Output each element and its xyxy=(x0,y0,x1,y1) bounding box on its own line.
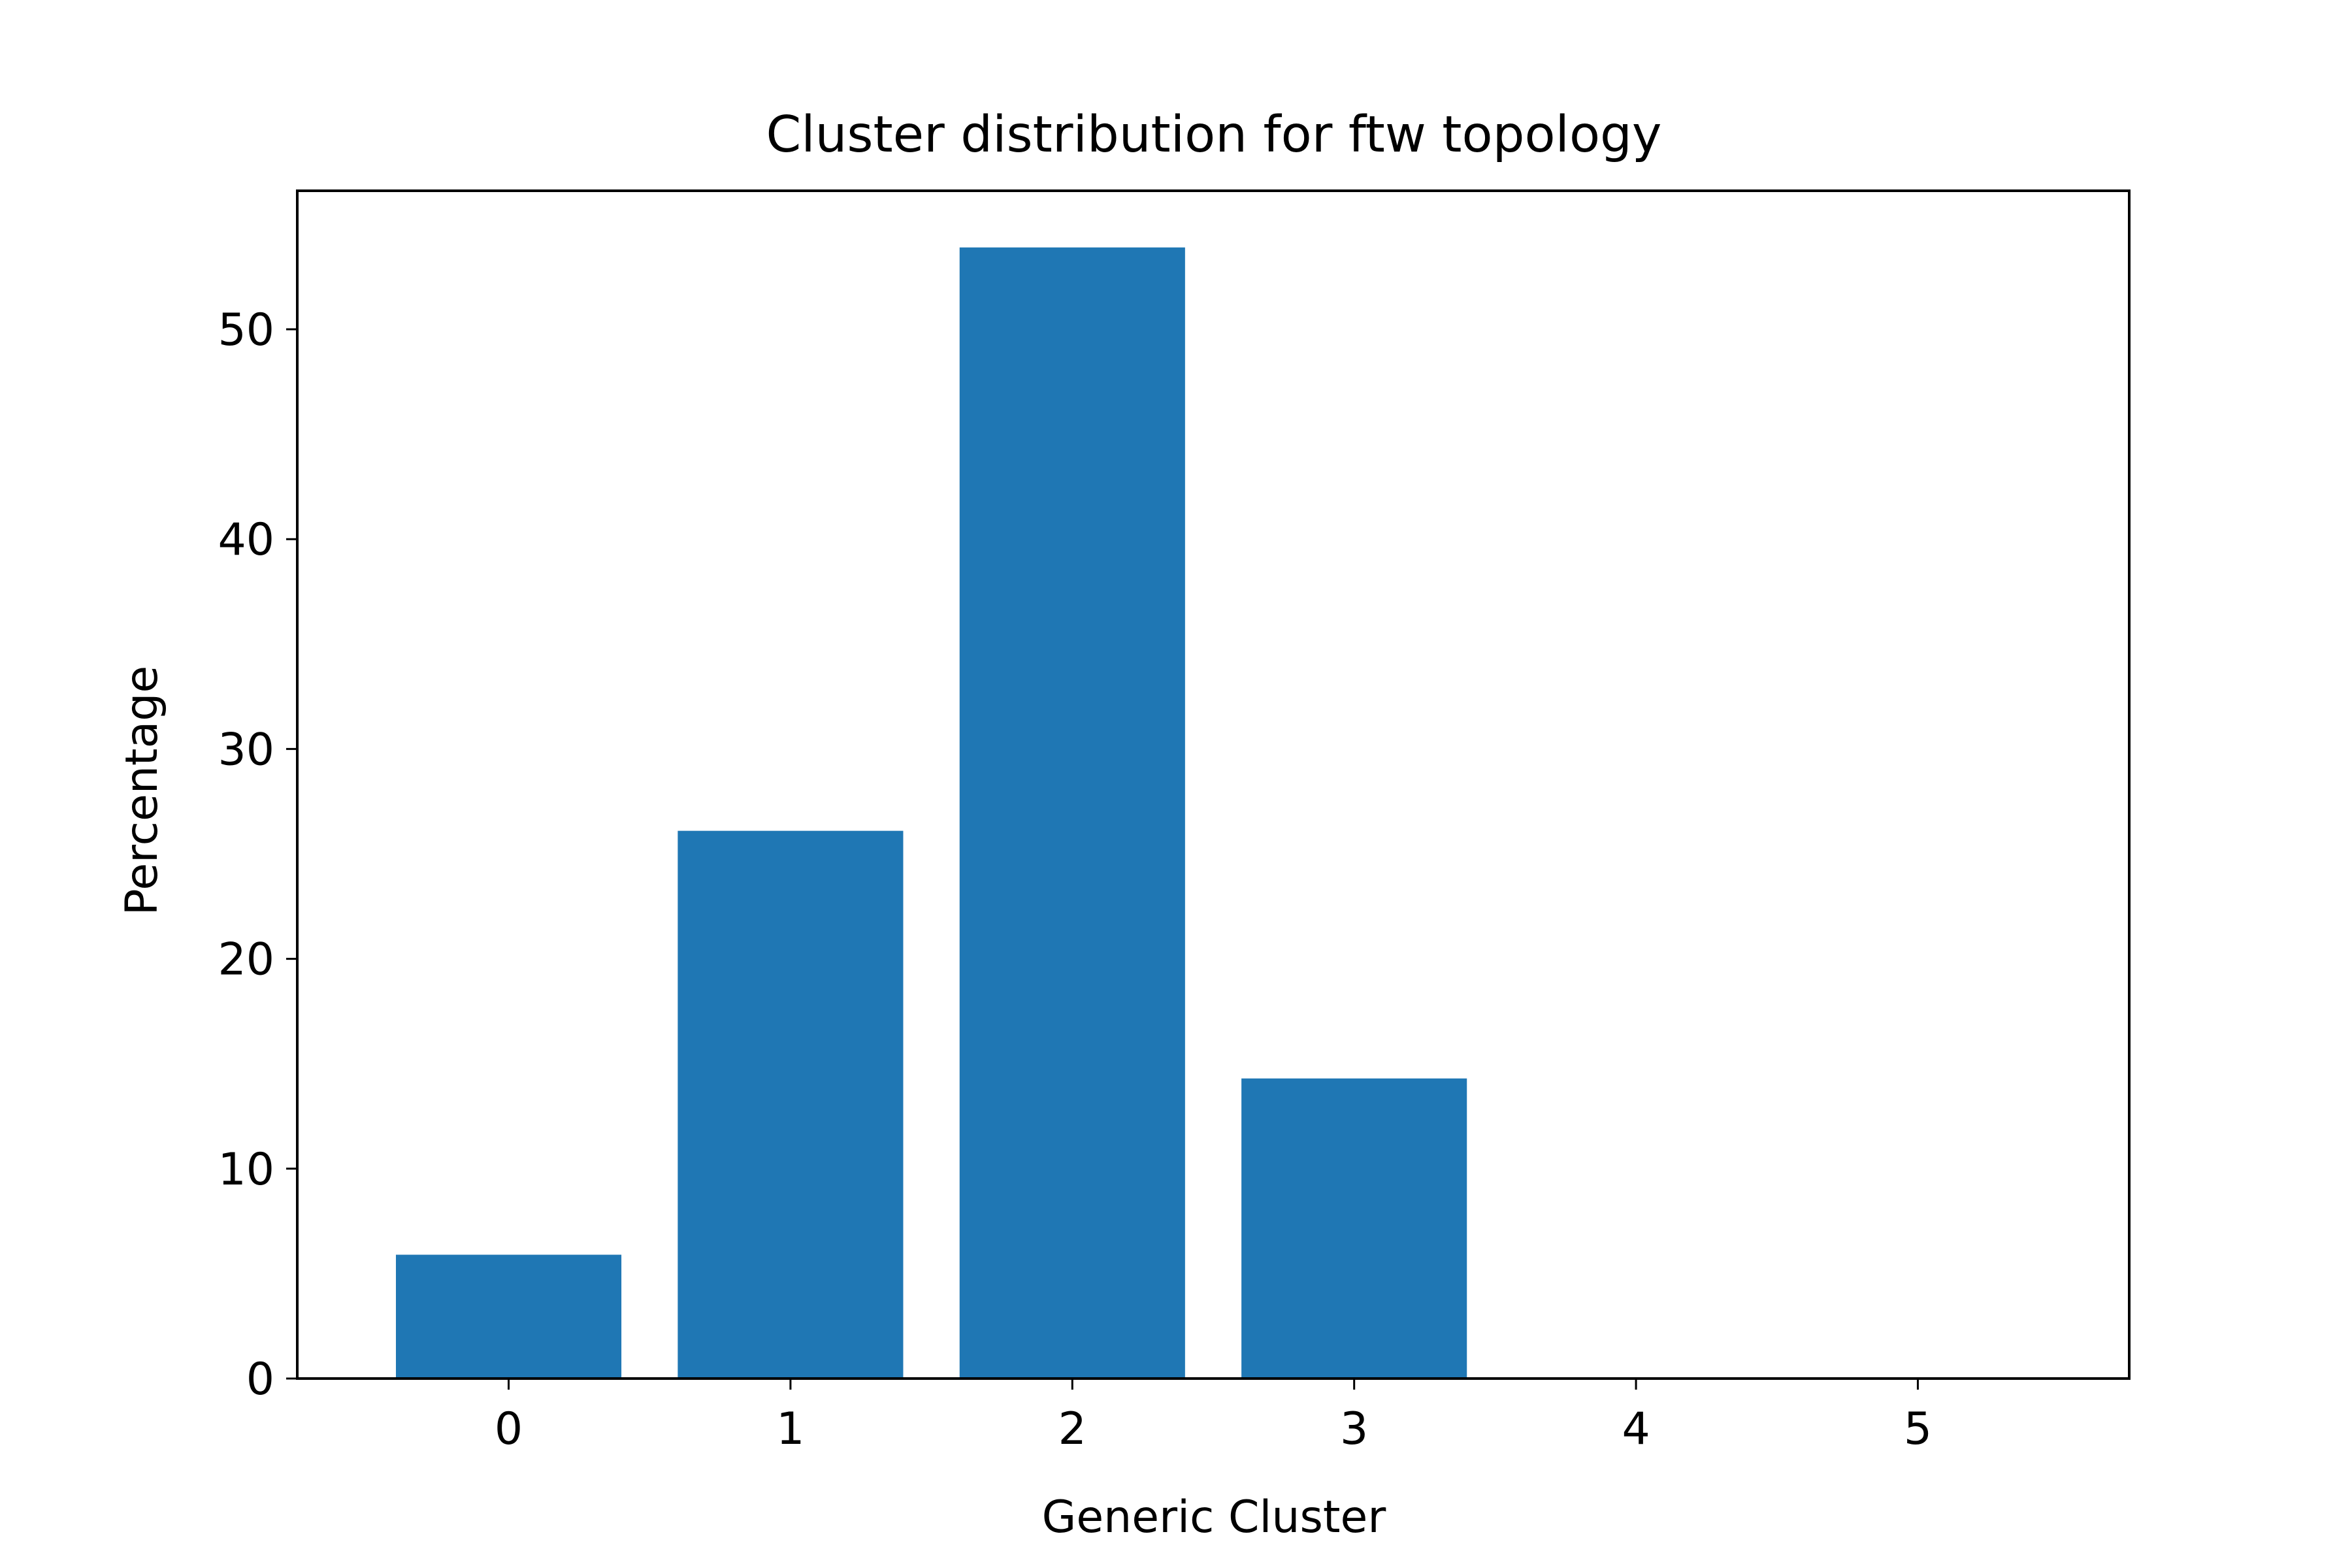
bar-cluster-1 xyxy=(678,830,904,1379)
bars-group xyxy=(395,247,1467,1379)
y-tick-label: 10 xyxy=(218,1144,274,1196)
y-tick-label: 20 xyxy=(218,934,274,986)
y-tick-label: 0 xyxy=(246,1354,274,1405)
y-axis-label: Percentage xyxy=(116,666,168,916)
x-axis-label: Generic Cluster xyxy=(1042,1492,1386,1543)
bar-cluster-3 xyxy=(1241,1078,1467,1379)
y-tick-label: 30 xyxy=(218,724,274,776)
chart-title: Cluster distribution for ftw topology xyxy=(766,106,1661,164)
bar-cluster-2 xyxy=(959,247,1185,1379)
bar-cluster-0 xyxy=(395,1254,622,1379)
y-tick-label: 40 xyxy=(218,514,274,566)
x-tick-label: 1 xyxy=(776,1403,804,1455)
x-tick-label: 3 xyxy=(1340,1403,1368,1455)
y-tick-label: 50 xyxy=(218,304,274,356)
y-axis-ticks: 0 10 20 30 40 50 xyxy=(218,304,297,1405)
x-tick-label: 4 xyxy=(1622,1403,1650,1455)
x-tick-label: 5 xyxy=(1904,1403,1932,1455)
x-tick-label: 2 xyxy=(1058,1403,1086,1455)
x-axis-ticks: 0 1 2 3 4 5 xyxy=(495,1379,1932,1455)
plot-area-frame xyxy=(296,189,2131,1380)
x-tick-label: 0 xyxy=(495,1403,523,1455)
